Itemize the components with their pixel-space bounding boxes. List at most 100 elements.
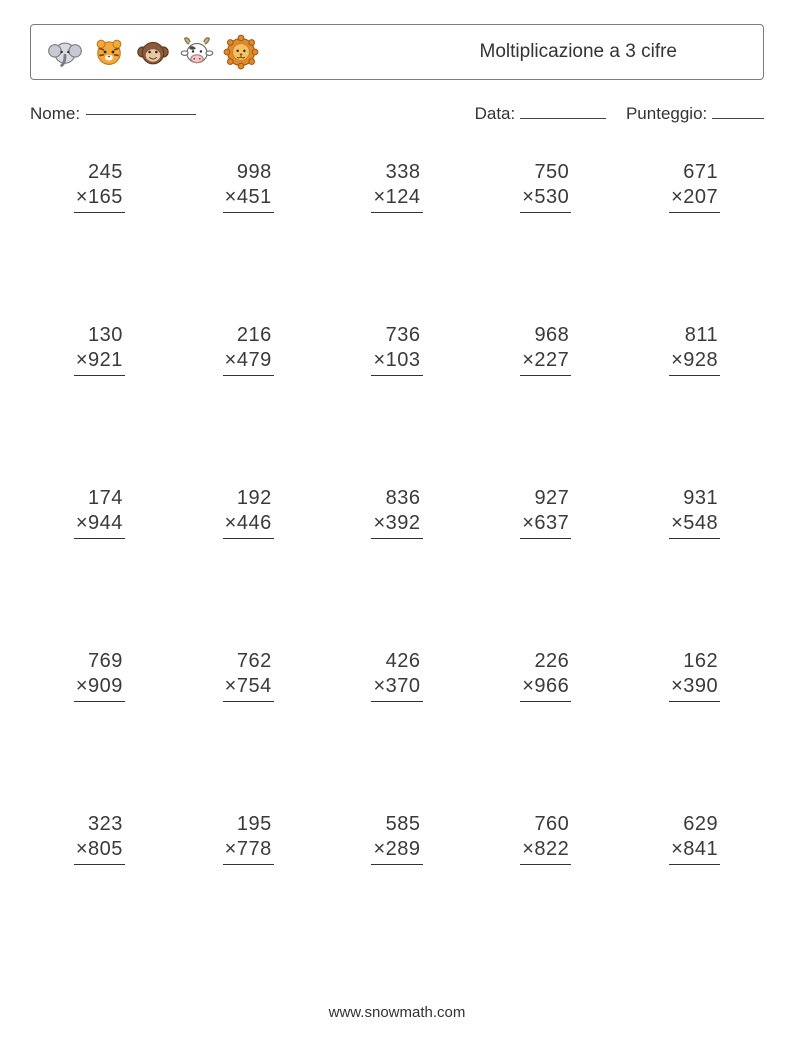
multiplicand: 736 xyxy=(371,323,422,348)
multiplier: ×289 xyxy=(371,837,422,865)
multiplier: ×805 xyxy=(74,837,125,865)
multiplicand: 174 xyxy=(74,486,125,511)
multiplier: ×207 xyxy=(669,185,720,213)
problem-stack: 811×928 xyxy=(669,323,720,376)
problem-stack: 216×479 xyxy=(223,323,274,376)
multiplicand: 968 xyxy=(520,323,571,348)
multiplicand: 323 xyxy=(74,812,125,837)
problem: 174×944 xyxy=(30,486,169,539)
problem: 216×479 xyxy=(179,323,318,376)
problem-stack: 736×103 xyxy=(371,323,422,376)
problem: 998×451 xyxy=(179,160,318,213)
problem-stack: 195×778 xyxy=(223,812,274,865)
multiplicand: 192 xyxy=(223,486,274,511)
multiplier: ×370 xyxy=(371,674,422,702)
multiplicand: 750 xyxy=(520,160,571,185)
multiplicand: 585 xyxy=(371,812,422,837)
score-field: Punteggio: xyxy=(626,104,764,124)
info-row: Nome: Data: Punteggio: xyxy=(30,104,764,124)
problem: 736×103 xyxy=(328,323,467,376)
multiplier: ×390 xyxy=(669,674,720,702)
problem-stack: 931×548 xyxy=(669,486,720,539)
problem: 585×289 xyxy=(328,812,467,865)
multiplier: ×944 xyxy=(74,511,125,539)
multiplicand: 931 xyxy=(669,486,720,511)
worksheet-title: Moltiplicazione a 3 cifre xyxy=(480,41,677,63)
score-blank[interactable] xyxy=(712,118,764,119)
score-label: Punteggio: xyxy=(626,104,707,123)
problem: 162×390 xyxy=(625,649,764,702)
multiplier: ×822 xyxy=(520,837,571,865)
problem: 323×805 xyxy=(30,812,169,865)
multiplicand: 769 xyxy=(74,649,125,674)
problem: 760×822 xyxy=(476,812,615,865)
problem: 836×392 xyxy=(328,486,467,539)
lion-icon xyxy=(223,34,259,70)
date-field: Data: xyxy=(475,104,606,124)
multiplicand: 216 xyxy=(223,323,274,348)
problem-stack: 968×227 xyxy=(520,323,571,376)
problem-stack: 226×966 xyxy=(520,649,571,702)
multiplicand: 671 xyxy=(669,160,720,185)
multiplicand: 762 xyxy=(223,649,274,674)
multiplier: ×227 xyxy=(520,348,571,376)
problem-stack: 769×909 xyxy=(74,649,125,702)
problem-stack: 762×754 xyxy=(223,649,274,702)
problem-stack: 162×390 xyxy=(669,649,720,702)
multiplier: ×548 xyxy=(669,511,720,539)
problem: 750×530 xyxy=(476,160,615,213)
date-label: Data: xyxy=(475,104,516,123)
multiplicand: 836 xyxy=(371,486,422,511)
problem-stack: 629×841 xyxy=(669,812,720,865)
problem: 426×370 xyxy=(328,649,467,702)
multiplicand: 245 xyxy=(74,160,125,185)
problem: 130×921 xyxy=(30,323,169,376)
problem-stack: 750×530 xyxy=(520,160,571,213)
multiplicand: 426 xyxy=(371,649,422,674)
name-blank[interactable] xyxy=(86,114,196,115)
multiplier: ×392 xyxy=(371,511,422,539)
footer-link[interactable]: www.snowmath.com xyxy=(0,1004,794,1021)
problem-stack: 426×370 xyxy=(371,649,422,702)
multiplier: ×637 xyxy=(520,511,571,539)
multiplier: ×451 xyxy=(223,185,274,213)
multiplier: ×909 xyxy=(74,674,125,702)
multiplier: ×124 xyxy=(371,185,422,213)
name-label: Nome: xyxy=(30,104,80,124)
elephant-icon xyxy=(47,34,83,70)
multiplier: ×103 xyxy=(371,348,422,376)
problem-stack: 760×822 xyxy=(520,812,571,865)
multiplier: ×966 xyxy=(520,674,571,702)
problem-stack: 192×446 xyxy=(223,486,274,539)
multiplicand: 760 xyxy=(520,812,571,837)
problem: 195×778 xyxy=(179,812,318,865)
multiplier: ×778 xyxy=(223,837,274,865)
worksheet-page: Moltiplicazione a 3 cifre Nome: Data: Pu… xyxy=(0,0,794,1053)
problem: 927×637 xyxy=(476,486,615,539)
multiplier: ×479 xyxy=(223,348,274,376)
multiplicand: 338 xyxy=(371,160,422,185)
multiplicand: 226 xyxy=(520,649,571,674)
problem-stack: 927×637 xyxy=(520,486,571,539)
header-box: Moltiplicazione a 3 cifre xyxy=(30,24,764,80)
multiplier: ×530 xyxy=(520,185,571,213)
problem: 226×966 xyxy=(476,649,615,702)
problem: 811×928 xyxy=(625,323,764,376)
problem: 931×548 xyxy=(625,486,764,539)
problem: 245×165 xyxy=(30,160,169,213)
problem: 629×841 xyxy=(625,812,764,865)
cow-icon xyxy=(179,34,215,70)
multiplier: ×446 xyxy=(223,511,274,539)
monkey-icon xyxy=(135,34,171,70)
problems-grid: 245×165 998×451 338×124 750×530 671×207 130×9… xyxy=(30,160,764,865)
problem-stack: 130×921 xyxy=(74,323,125,376)
problem-stack: 998×451 xyxy=(223,160,274,213)
problem-stack: 671×207 xyxy=(669,160,720,213)
problem: 762×754 xyxy=(179,649,318,702)
multiplicand: 998 xyxy=(223,160,274,185)
multiplicand: 629 xyxy=(669,812,720,837)
animal-icons-row xyxy=(47,34,259,70)
problem-stack: 245×165 xyxy=(74,160,125,213)
date-blank[interactable] xyxy=(520,118,606,119)
problem-stack: 338×124 xyxy=(371,160,422,213)
